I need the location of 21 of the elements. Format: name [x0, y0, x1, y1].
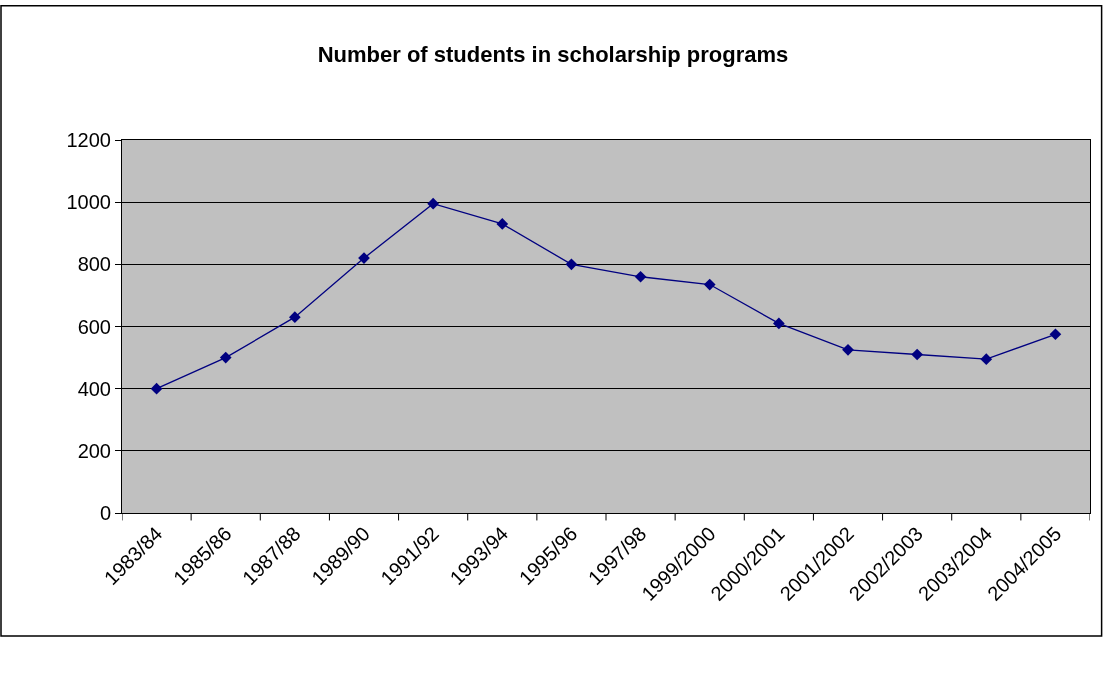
y-tick-label: 400 [77, 377, 111, 400]
point [427, 197, 439, 210]
y-tick-label: 1200 [66, 129, 111, 151]
point [496, 218, 509, 230]
point [842, 343, 854, 356]
y-tick-label: 0 [99, 502, 111, 524]
point [911, 348, 923, 361]
point [773, 317, 785, 330]
y-tick-label: 1000 [66, 191, 111, 214]
chart-title: Number of students in scholarship programs [317, 42, 789, 68]
point [634, 270, 647, 283]
point [289, 311, 301, 324]
point [1049, 328, 1062, 341]
point [703, 278, 716, 291]
point [980, 353, 993, 365]
point [565, 258, 578, 271]
point [150, 382, 163, 395]
y-tick-label: 600 [77, 315, 111, 338]
y-tick-label: 200 [77, 439, 111, 462]
point [219, 351, 232, 364]
y-tick-label: 800 [77, 253, 111, 276]
